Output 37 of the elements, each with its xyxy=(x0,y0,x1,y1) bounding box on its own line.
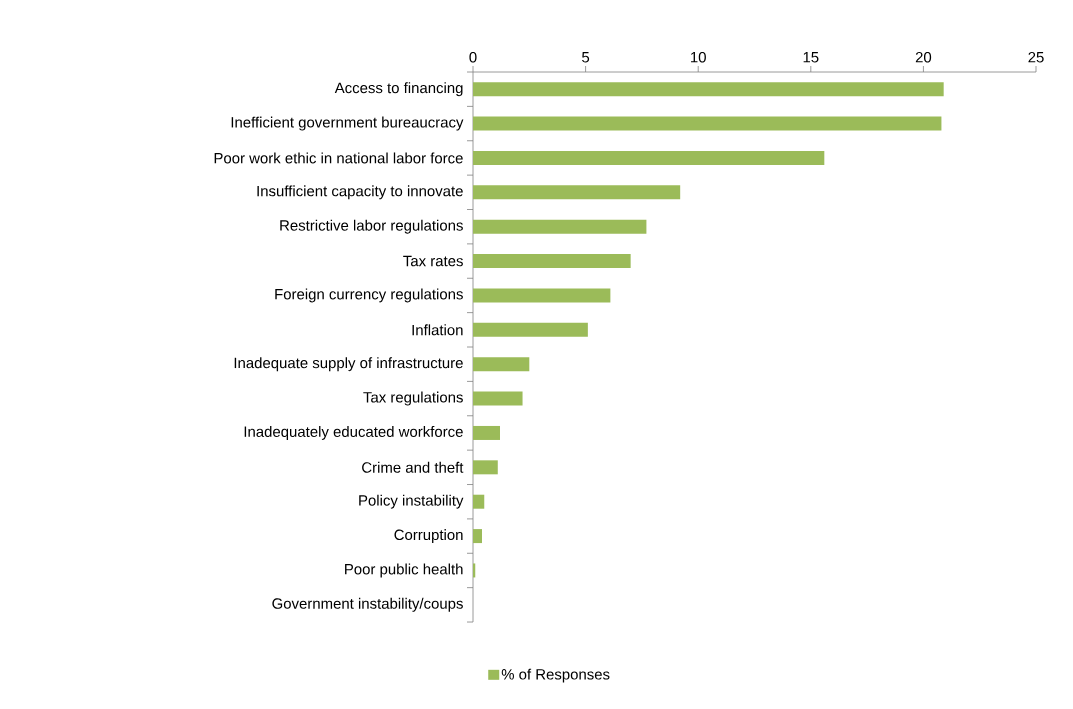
bar xyxy=(473,425,501,440)
y-tick-label: Inflation xyxy=(412,324,463,336)
y-tick-label: Poor work ethic in national labor force xyxy=(214,152,463,164)
bar xyxy=(473,288,611,303)
bar xyxy=(473,322,588,337)
y-tick-label: Crime and theft xyxy=(362,461,464,473)
y-tick-label: Restrictive labor regulations xyxy=(280,219,463,234)
y-tick-label: Tax rates xyxy=(403,255,463,267)
x-tick-label: 10 xyxy=(691,51,706,63)
bar xyxy=(473,529,483,544)
bar xyxy=(473,82,944,97)
bar xyxy=(473,391,523,406)
bar xyxy=(473,219,647,234)
y-tick-label: Foreign currency regulations xyxy=(275,288,463,303)
y-tick-label: Tax regulations xyxy=(363,391,463,406)
bar xyxy=(473,116,942,131)
y-tick-label: Corruption xyxy=(394,529,463,544)
legend-label: % of Responses xyxy=(501,668,610,683)
x-tick-label: 25 xyxy=(1028,51,1044,63)
bar xyxy=(473,185,681,200)
bar xyxy=(473,494,485,509)
y-tick-label: Inadequate supply of infrastructure xyxy=(234,357,463,372)
y-tick-label: Insufficient capacity to innovate xyxy=(257,185,463,200)
y-tick-label: Inadequately educated workforce xyxy=(244,425,463,440)
x-tick-label: 20 xyxy=(915,51,932,63)
bar xyxy=(473,150,825,165)
y-tick-label: Access to financing xyxy=(334,82,463,97)
y-tick-label: Policy instability xyxy=(359,494,464,509)
y-tick-label: Poor public health xyxy=(345,563,463,578)
bar xyxy=(473,254,631,269)
bar xyxy=(473,357,530,372)
y-tick-label: Government instability/coups xyxy=(272,597,463,612)
x-tick-label: 5 xyxy=(582,52,590,63)
x-tick-label: 0 xyxy=(469,51,477,63)
y-tick-label: Inefficient government bureaucracy xyxy=(231,116,464,131)
x-tick-label: 15 xyxy=(803,52,819,63)
bar xyxy=(473,460,498,475)
